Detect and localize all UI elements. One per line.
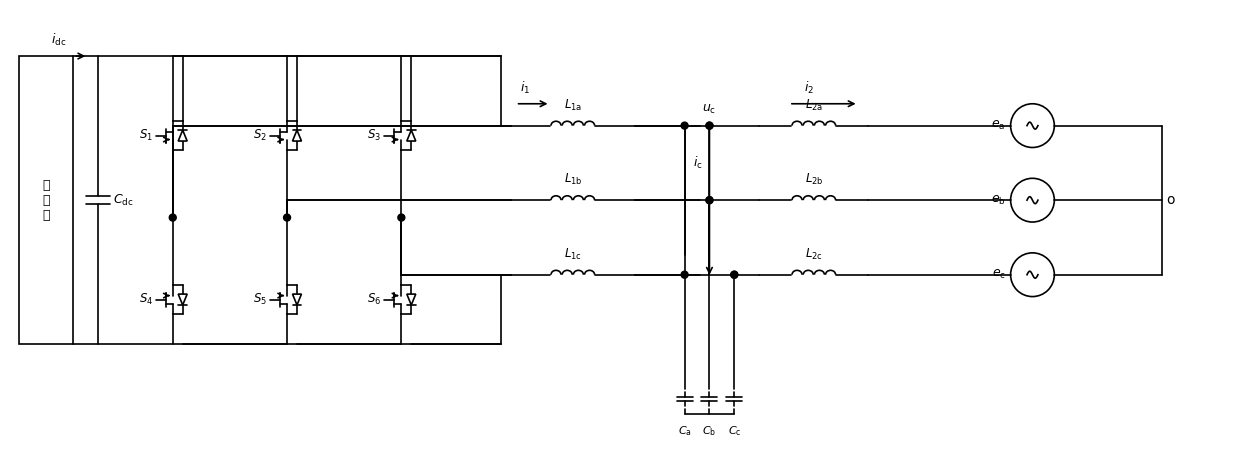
Circle shape — [706, 197, 713, 204]
Text: $L_{\rm 2a}$: $L_{\rm 2a}$ — [805, 98, 823, 113]
Circle shape — [706, 122, 713, 129]
Circle shape — [284, 214, 290, 221]
Polygon shape — [293, 294, 301, 305]
Text: $S_5$: $S_5$ — [253, 292, 267, 307]
Circle shape — [681, 271, 688, 278]
Circle shape — [730, 271, 738, 278]
Circle shape — [398, 214, 404, 221]
Circle shape — [706, 197, 713, 204]
Text: $C_{\rm b}$: $C_{\rm b}$ — [702, 424, 717, 438]
Text: o: o — [1167, 193, 1176, 207]
Text: $e_{\rm a}$: $e_{\rm a}$ — [991, 119, 1006, 132]
Text: $L_{\rm 2b}$: $L_{\rm 2b}$ — [805, 172, 823, 187]
Text: $L_{\rm 2c}$: $L_{\rm 2c}$ — [805, 247, 822, 262]
Text: $e_{\rm c}$: $e_{\rm c}$ — [992, 268, 1006, 281]
Text: $S_6$: $S_6$ — [367, 292, 382, 307]
Text: $C_{\rm a}$: $C_{\rm a}$ — [678, 424, 692, 438]
Polygon shape — [407, 130, 415, 141]
Circle shape — [681, 122, 688, 129]
Polygon shape — [179, 294, 187, 305]
Text: $L_{\rm 1a}$: $L_{\rm 1a}$ — [564, 98, 582, 113]
Text: 直
流
源: 直 流 源 — [42, 179, 50, 222]
Text: $C_{\rm dc}$: $C_{\rm dc}$ — [113, 192, 134, 208]
Text: $e_{\rm b}$: $e_{\rm b}$ — [991, 194, 1006, 207]
Text: $C_{\rm c}$: $C_{\rm c}$ — [728, 424, 742, 438]
Text: $S_1$: $S_1$ — [139, 128, 153, 143]
Text: $S_4$: $S_4$ — [139, 292, 153, 307]
Polygon shape — [293, 130, 301, 141]
Text: $S_2$: $S_2$ — [253, 128, 267, 143]
Circle shape — [170, 214, 176, 221]
Text: $L_{\rm 1c}$: $L_{\rm 1c}$ — [564, 247, 582, 262]
Circle shape — [706, 122, 713, 129]
Polygon shape — [407, 294, 415, 305]
Text: $i_2$: $i_2$ — [804, 80, 813, 96]
Polygon shape — [179, 130, 187, 141]
Text: $S_3$: $S_3$ — [367, 128, 382, 143]
Text: $i_1$: $i_1$ — [521, 80, 531, 96]
Text: $u_{\rm c}$: $u_{\rm c}$ — [702, 102, 717, 116]
Circle shape — [730, 271, 738, 278]
Text: $i_{\rm c}$: $i_{\rm c}$ — [693, 155, 703, 171]
Text: $L_{\rm 1b}$: $L_{\rm 1b}$ — [563, 172, 582, 187]
Text: $i_{\rm dc}$: $i_{\rm dc}$ — [51, 32, 66, 48]
